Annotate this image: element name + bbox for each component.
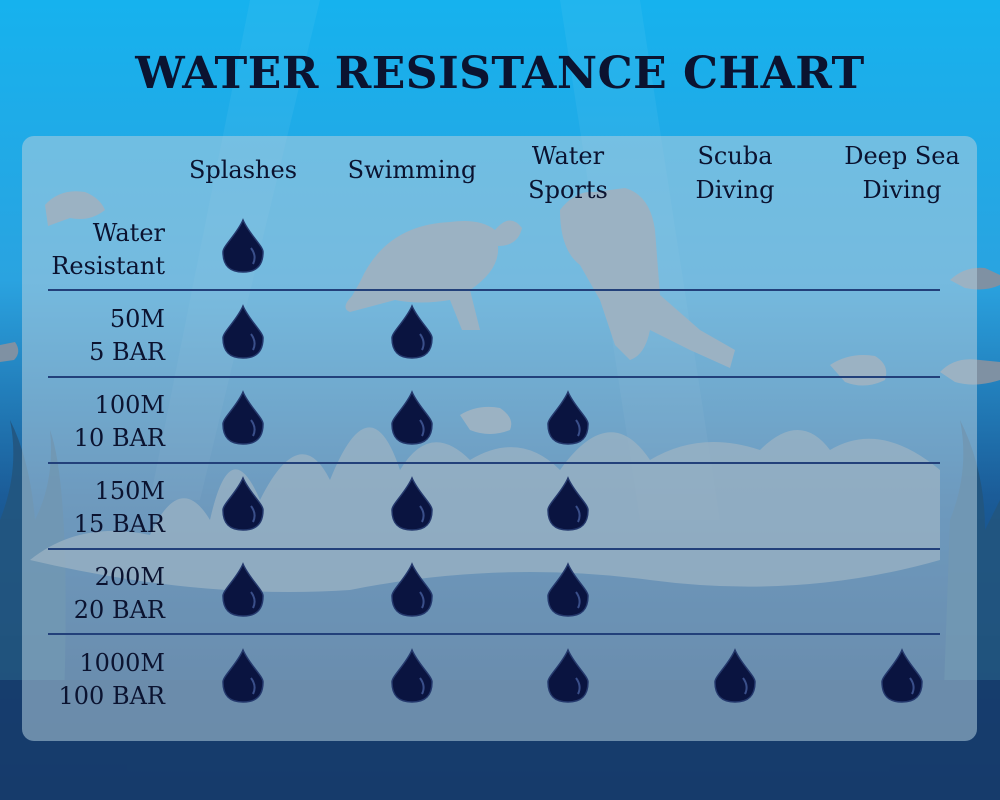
row-header: 100M 10 BAR xyxy=(73,391,165,452)
page-title: WATER RESISTANCE CHART xyxy=(135,48,865,99)
row-header: Water Resistant xyxy=(51,219,165,280)
row-header: 150M 15 BAR xyxy=(73,477,165,538)
row-separator xyxy=(48,548,940,550)
column-header: Deep Sea Diving xyxy=(844,142,960,204)
column-header: Splashes xyxy=(188,156,298,184)
row-separator xyxy=(48,289,940,291)
row-header: 1000M 100 BAR xyxy=(58,649,165,710)
column-header: Swimming xyxy=(347,156,477,184)
row-separator xyxy=(48,376,940,378)
row-separator xyxy=(48,462,940,464)
row-header: 50M 5 BAR xyxy=(89,305,165,366)
row-header: 200M 20 BAR xyxy=(73,563,165,624)
column-header: Scuba Diving xyxy=(695,142,775,204)
row-separator xyxy=(48,633,940,635)
chart-panel xyxy=(22,136,977,741)
column-header: Water Sports xyxy=(528,142,608,204)
